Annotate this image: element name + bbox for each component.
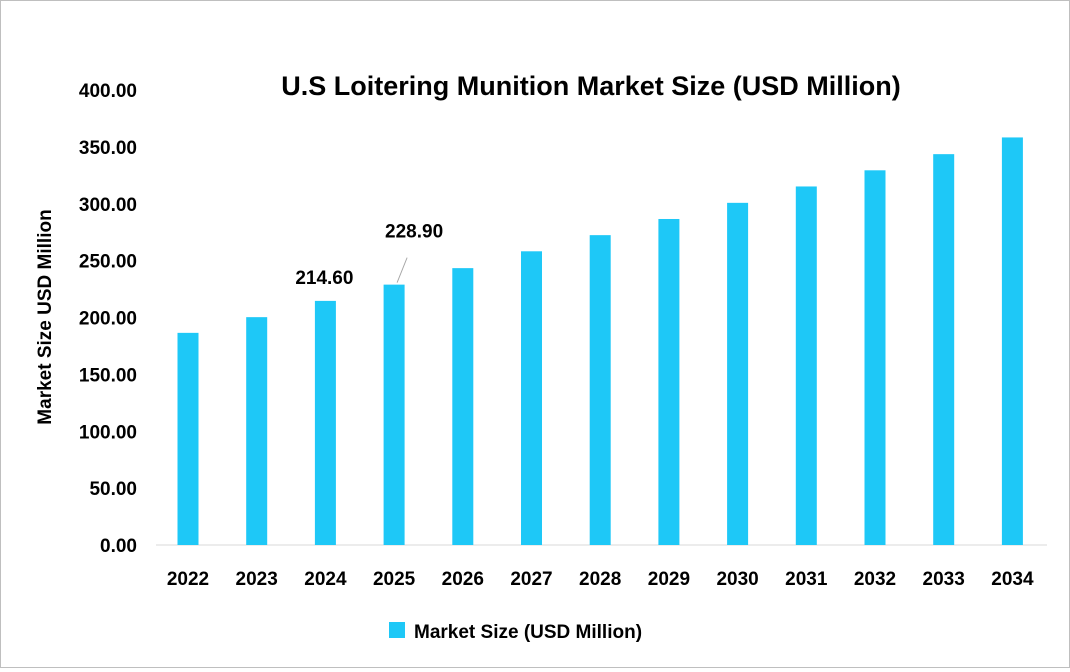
bar-2025 bbox=[383, 284, 405, 545]
data-label-leader-line bbox=[396, 257, 408, 283]
bar-2033 bbox=[933, 154, 955, 545]
bar-2027 bbox=[521, 251, 542, 546]
bar-2024 bbox=[314, 300, 336, 545]
bar-2022 bbox=[177, 332, 199, 545]
x-tick-label: 2030 bbox=[716, 569, 758, 590]
data-label: 228.90 bbox=[385, 222, 443, 243]
chart-title: U.S Loitering Munition Market Size (USD … bbox=[281, 71, 901, 101]
bar-2030 bbox=[727, 202, 749, 545]
bar-2023 bbox=[246, 317, 268, 545]
x-tick-label: 2031 bbox=[785, 569, 828, 590]
y-tick-label: 300.00 bbox=[79, 195, 137, 216]
x-tick-label: 2027 bbox=[510, 569, 552, 590]
bar-2028 bbox=[589, 235, 611, 545]
bar-2032 bbox=[864, 170, 886, 545]
y-axis-label: Market Size USD Million bbox=[35, 209, 56, 424]
x-tick-label: 2026 bbox=[442, 569, 484, 590]
bar-2026 bbox=[452, 268, 474, 545]
y-tick-label: 350.00 bbox=[79, 138, 137, 159]
data-label: 214.60 bbox=[295, 268, 353, 289]
legend: Market Size (USD Million) bbox=[389, 622, 642, 643]
y-tick-label: 250.00 bbox=[79, 252, 137, 273]
x-tick-label: 2034 bbox=[991, 569, 1034, 590]
y-tick-label: 0.00 bbox=[100, 536, 137, 557]
bar-2029 bbox=[658, 218, 680, 545]
x-tick-label: 2023 bbox=[236, 569, 278, 590]
legend-label: Market Size (USD Million) bbox=[414, 622, 642, 643]
y-tick-label: 150.00 bbox=[79, 365, 137, 386]
x-tick-label: 2032 bbox=[854, 569, 896, 590]
y-tick-label: 50.00 bbox=[89, 479, 137, 500]
x-tick-label: 2029 bbox=[648, 569, 690, 590]
y-tick-label: 200.00 bbox=[79, 309, 137, 330]
y-tick-label: 400.00 bbox=[79, 81, 137, 102]
bar-2031 bbox=[795, 186, 817, 545]
legend-swatch bbox=[389, 622, 405, 638]
x-tick-label: 2028 bbox=[579, 569, 621, 590]
x-tick-label: 2024 bbox=[304, 569, 347, 590]
bar-2034 bbox=[1001, 137, 1023, 545]
x-tick-label: 2025 bbox=[373, 569, 416, 590]
x-tick-label: 2033 bbox=[923, 569, 965, 590]
x-tick-label: 2022 bbox=[167, 569, 209, 590]
y-tick-label: 100.00 bbox=[79, 422, 137, 443]
